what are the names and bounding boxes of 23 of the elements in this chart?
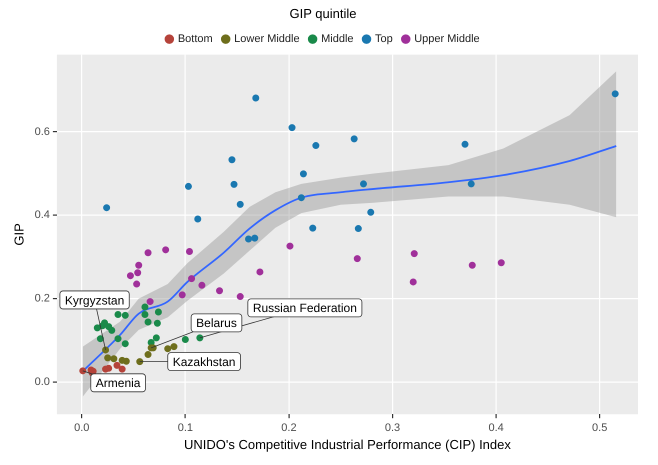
- x-tick-label: 0.4: [488, 422, 504, 434]
- y-tick-label: 0.6: [34, 126, 50, 138]
- legend-label: Lower Middle: [234, 33, 300, 46]
- legend-label: Upper Middle: [414, 33, 480, 46]
- x-tick-label: 0.3: [384, 422, 400, 434]
- legend-label: Middle: [321, 33, 354, 46]
- x-tick-label: 0.2: [281, 422, 297, 434]
- annotation: Kyrgyzstan: [64, 293, 124, 308]
- x-tick-label: 0.0: [74, 422, 90, 434]
- x-tick-label: 0.1: [178, 422, 193, 434]
- x-tick-label: 0.5: [592, 422, 608, 434]
- legend-label: Top: [375, 33, 393, 46]
- annotation: Armenia: [96, 376, 141, 390]
- legend-title: GIP quintile: [290, 6, 356, 22]
- annotation: Belarus: [196, 316, 237, 330]
- y-tick-label: 0.0: [34, 376, 50, 388]
- y-tick-label: 0.2: [34, 292, 50, 305]
- annotation: Kazakhstan: [172, 354, 236, 369]
- legend-label: Bottom: [178, 33, 213, 46]
- y-tick-label: 0.4: [34, 209, 50, 222]
- x-axis-title: UNIDO's Competitive Industrial Performance (CIP) Index: [184, 436, 512, 452]
- annotation: Russian Federation: [252, 301, 357, 316]
- y-axis-title: GIP: [11, 223, 26, 246]
